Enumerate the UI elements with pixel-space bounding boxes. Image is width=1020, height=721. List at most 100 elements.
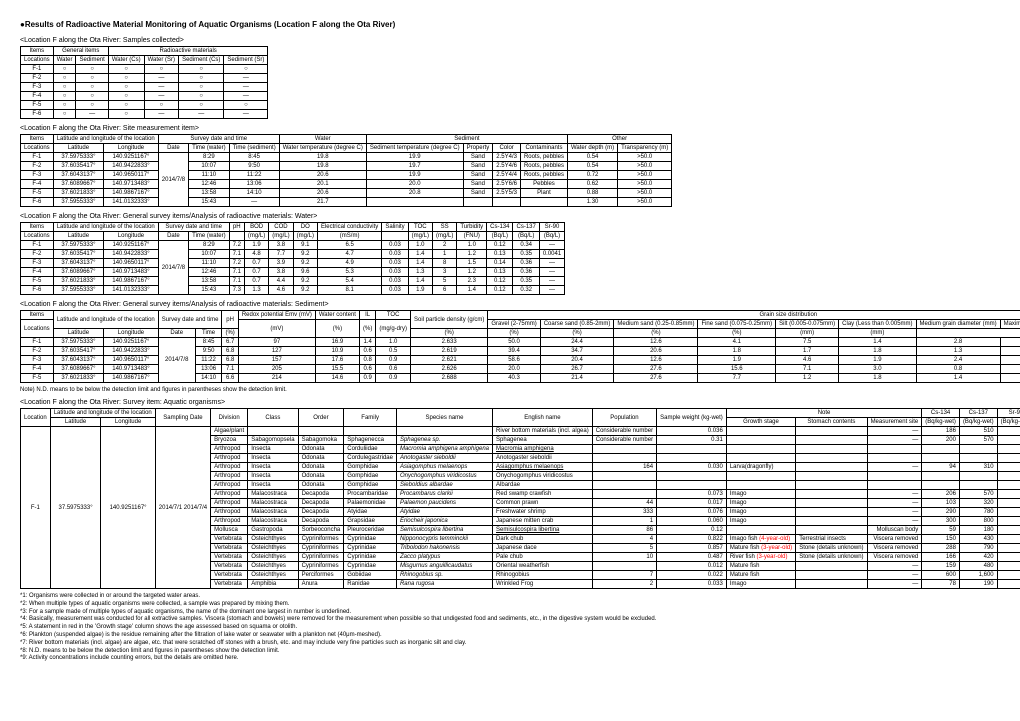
- cell: 20.8: [366, 189, 463, 198]
- cell: ―: [867, 571, 922, 580]
- cell: Cyprinidae: [344, 544, 397, 553]
- th: (%): [359, 320, 375, 338]
- cell: 0.12: [487, 277, 513, 286]
- th: (Bq/L): [513, 232, 539, 241]
- cell: 420: [959, 553, 997, 562]
- cell: 15.6: [698, 365, 776, 374]
- cell: F-1: [21, 338, 54, 347]
- cell: Arthropod: [211, 481, 248, 490]
- cell: 5: [592, 544, 656, 553]
- cell: 7.1: [229, 277, 244, 286]
- cell: 0.6: [359, 365, 375, 374]
- cell: Gomphidae: [344, 463, 397, 472]
- cell: 0.857: [657, 544, 727, 553]
- cell: ○: [224, 65, 268, 74]
- cell: F-1: [21, 153, 54, 162]
- cell: 0.12: [487, 286, 513, 295]
- th: Note: [726, 409, 921, 418]
- cell: >50.0: [618, 189, 672, 198]
- th: Clay (Less than 0.005mm): [839, 320, 916, 329]
- cell: 0.9: [359, 374, 375, 383]
- th: Latitude: [53, 329, 103, 338]
- cell: 0.62: [567, 180, 617, 189]
- cell: 1.5: [457, 259, 487, 268]
- cell: F-1: [21, 427, 51, 589]
- cell: [396, 427, 492, 436]
- cell: ―: [539, 259, 564, 268]
- cell: 24.4: [540, 338, 614, 347]
- cell: ―: [997, 517, 1020, 526]
- cell: River fish (3-year-old): [726, 553, 795, 562]
- th: Latitude and longitude of the location: [50, 409, 155, 418]
- cell: 0.6: [359, 347, 375, 356]
- th: (mm): [776, 329, 839, 338]
- cell: Cyprinidae: [344, 562, 397, 571]
- footnote: *5: A statement in red in the 'Growth st…: [20, 624, 1000, 632]
- cell: Asiagomphus melaenops: [493, 463, 593, 472]
- cell: 0.54: [567, 153, 617, 162]
- cell: [997, 481, 1020, 490]
- th: (Bq/kg-wet): [997, 418, 1020, 427]
- table-measurement: Items Latitude and longitude of the loca…: [20, 134, 672, 207]
- cell: Japanese dace: [493, 544, 593, 553]
- th: Locations: [21, 144, 54, 153]
- cell: Sieboldius albardae: [396, 481, 492, 490]
- th: Cs-134: [922, 409, 960, 418]
- cell: 1.4: [408, 277, 432, 286]
- cell: 205: [238, 365, 315, 374]
- cell: 59: [922, 526, 960, 535]
- cell: Decapoda: [298, 508, 344, 517]
- cell: 0.13: [487, 250, 513, 259]
- cell: 9.5: [1000, 374, 1020, 383]
- cell: Common prawn: [493, 499, 593, 508]
- cell: 17.6: [315, 356, 359, 365]
- cell: Terrestrial insects: [796, 535, 867, 544]
- cell: Grapsidae: [344, 517, 397, 526]
- cell: 1.2: [457, 250, 487, 259]
- cell: 2.5Y4/4: [493, 171, 521, 180]
- cell: 0.6: [376, 365, 411, 374]
- th: Division: [211, 409, 248, 427]
- cell: Sand: [463, 180, 493, 189]
- cell: 140.9251167°: [104, 241, 159, 250]
- cell: Wrinkled Frog: [493, 580, 593, 589]
- cell: [796, 472, 867, 481]
- cell: [796, 571, 867, 580]
- cell: [796, 499, 867, 508]
- cell: 570: [959, 490, 997, 499]
- cell: 0.022: [657, 571, 727, 580]
- th: Species name: [396, 409, 492, 427]
- cell: [796, 481, 867, 490]
- cell: 19: [1000, 356, 1020, 365]
- th: Latitude: [50, 418, 101, 427]
- cell: ○: [53, 83, 76, 92]
- cell: 20.6: [279, 189, 366, 198]
- cell: ―: [997, 508, 1020, 517]
- cell: ○: [53, 110, 76, 119]
- th: Family: [344, 409, 397, 427]
- cell: Mature fish: [726, 571, 795, 580]
- cell: F-1: [21, 241, 54, 250]
- cell: Eriocheir japonica: [396, 517, 492, 526]
- cell: 1.0: [376, 338, 411, 347]
- cell: Anura: [298, 580, 344, 589]
- cell: 0.033: [657, 580, 727, 589]
- cell: 1.2: [776, 374, 839, 383]
- th: (Bq/L): [539, 232, 564, 241]
- th: Sediment (Sr): [224, 56, 268, 65]
- cell: 21.4: [540, 374, 614, 383]
- cell: 0.5: [376, 347, 411, 356]
- cell: 37.6043137°: [53, 171, 103, 180]
- cell: 1.7: [776, 347, 839, 356]
- section4-label: <Location F along the Ota River: General…: [20, 301, 1000, 308]
- cell: ○: [76, 65, 108, 74]
- cell: Onychogomphus viridicostus: [396, 472, 492, 481]
- th: Maximum grain diameter (mm): [1000, 320, 1020, 329]
- cell: 12:46: [189, 180, 229, 189]
- cell: 0.35: [513, 250, 539, 259]
- cell: 1.9: [839, 356, 916, 365]
- cell: 13:06: [229, 180, 279, 189]
- th: SS: [433, 223, 457, 232]
- th: TOC: [376, 311, 411, 320]
- cell: 2.5Y6/6: [493, 180, 521, 189]
